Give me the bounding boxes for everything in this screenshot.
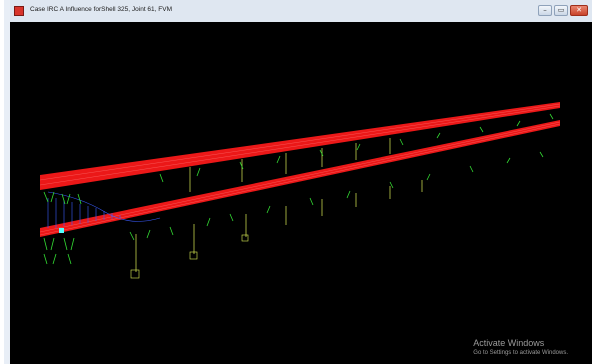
activation-watermark: Activate Windows Go to Settings to activ… [473,338,568,356]
watermark-subtitle: Go to Settings to activate Windows. [473,350,568,356]
title-bar[interactable]: Case IRC A Influence forShell 325, Joint… [10,0,592,23]
maximize-button[interactable]: ▭ [554,5,568,16]
watermark-title: Activate Windows [473,338,568,348]
app-icon [14,6,24,16]
bridge-model-3d-view[interactable] [10,22,592,364]
close-button[interactable]: ✕ [570,5,588,16]
window-title: Case IRC A Influence forShell 325, Joint… [30,6,172,13]
pier-footings [131,235,248,278]
viewer-window: Case IRC A Influence forShell 325, Joint… [4,0,592,364]
minimize-button[interactable]: – [538,5,552,16]
model-viewport[interactable]: Activate Windows Go to Settings to activ… [10,22,592,364]
support-springs [44,114,553,264]
window-controls: – ▭ ✕ [538,5,588,16]
selected-joint-marker[interactable] [59,228,64,233]
deck-girder-near [40,120,560,237]
